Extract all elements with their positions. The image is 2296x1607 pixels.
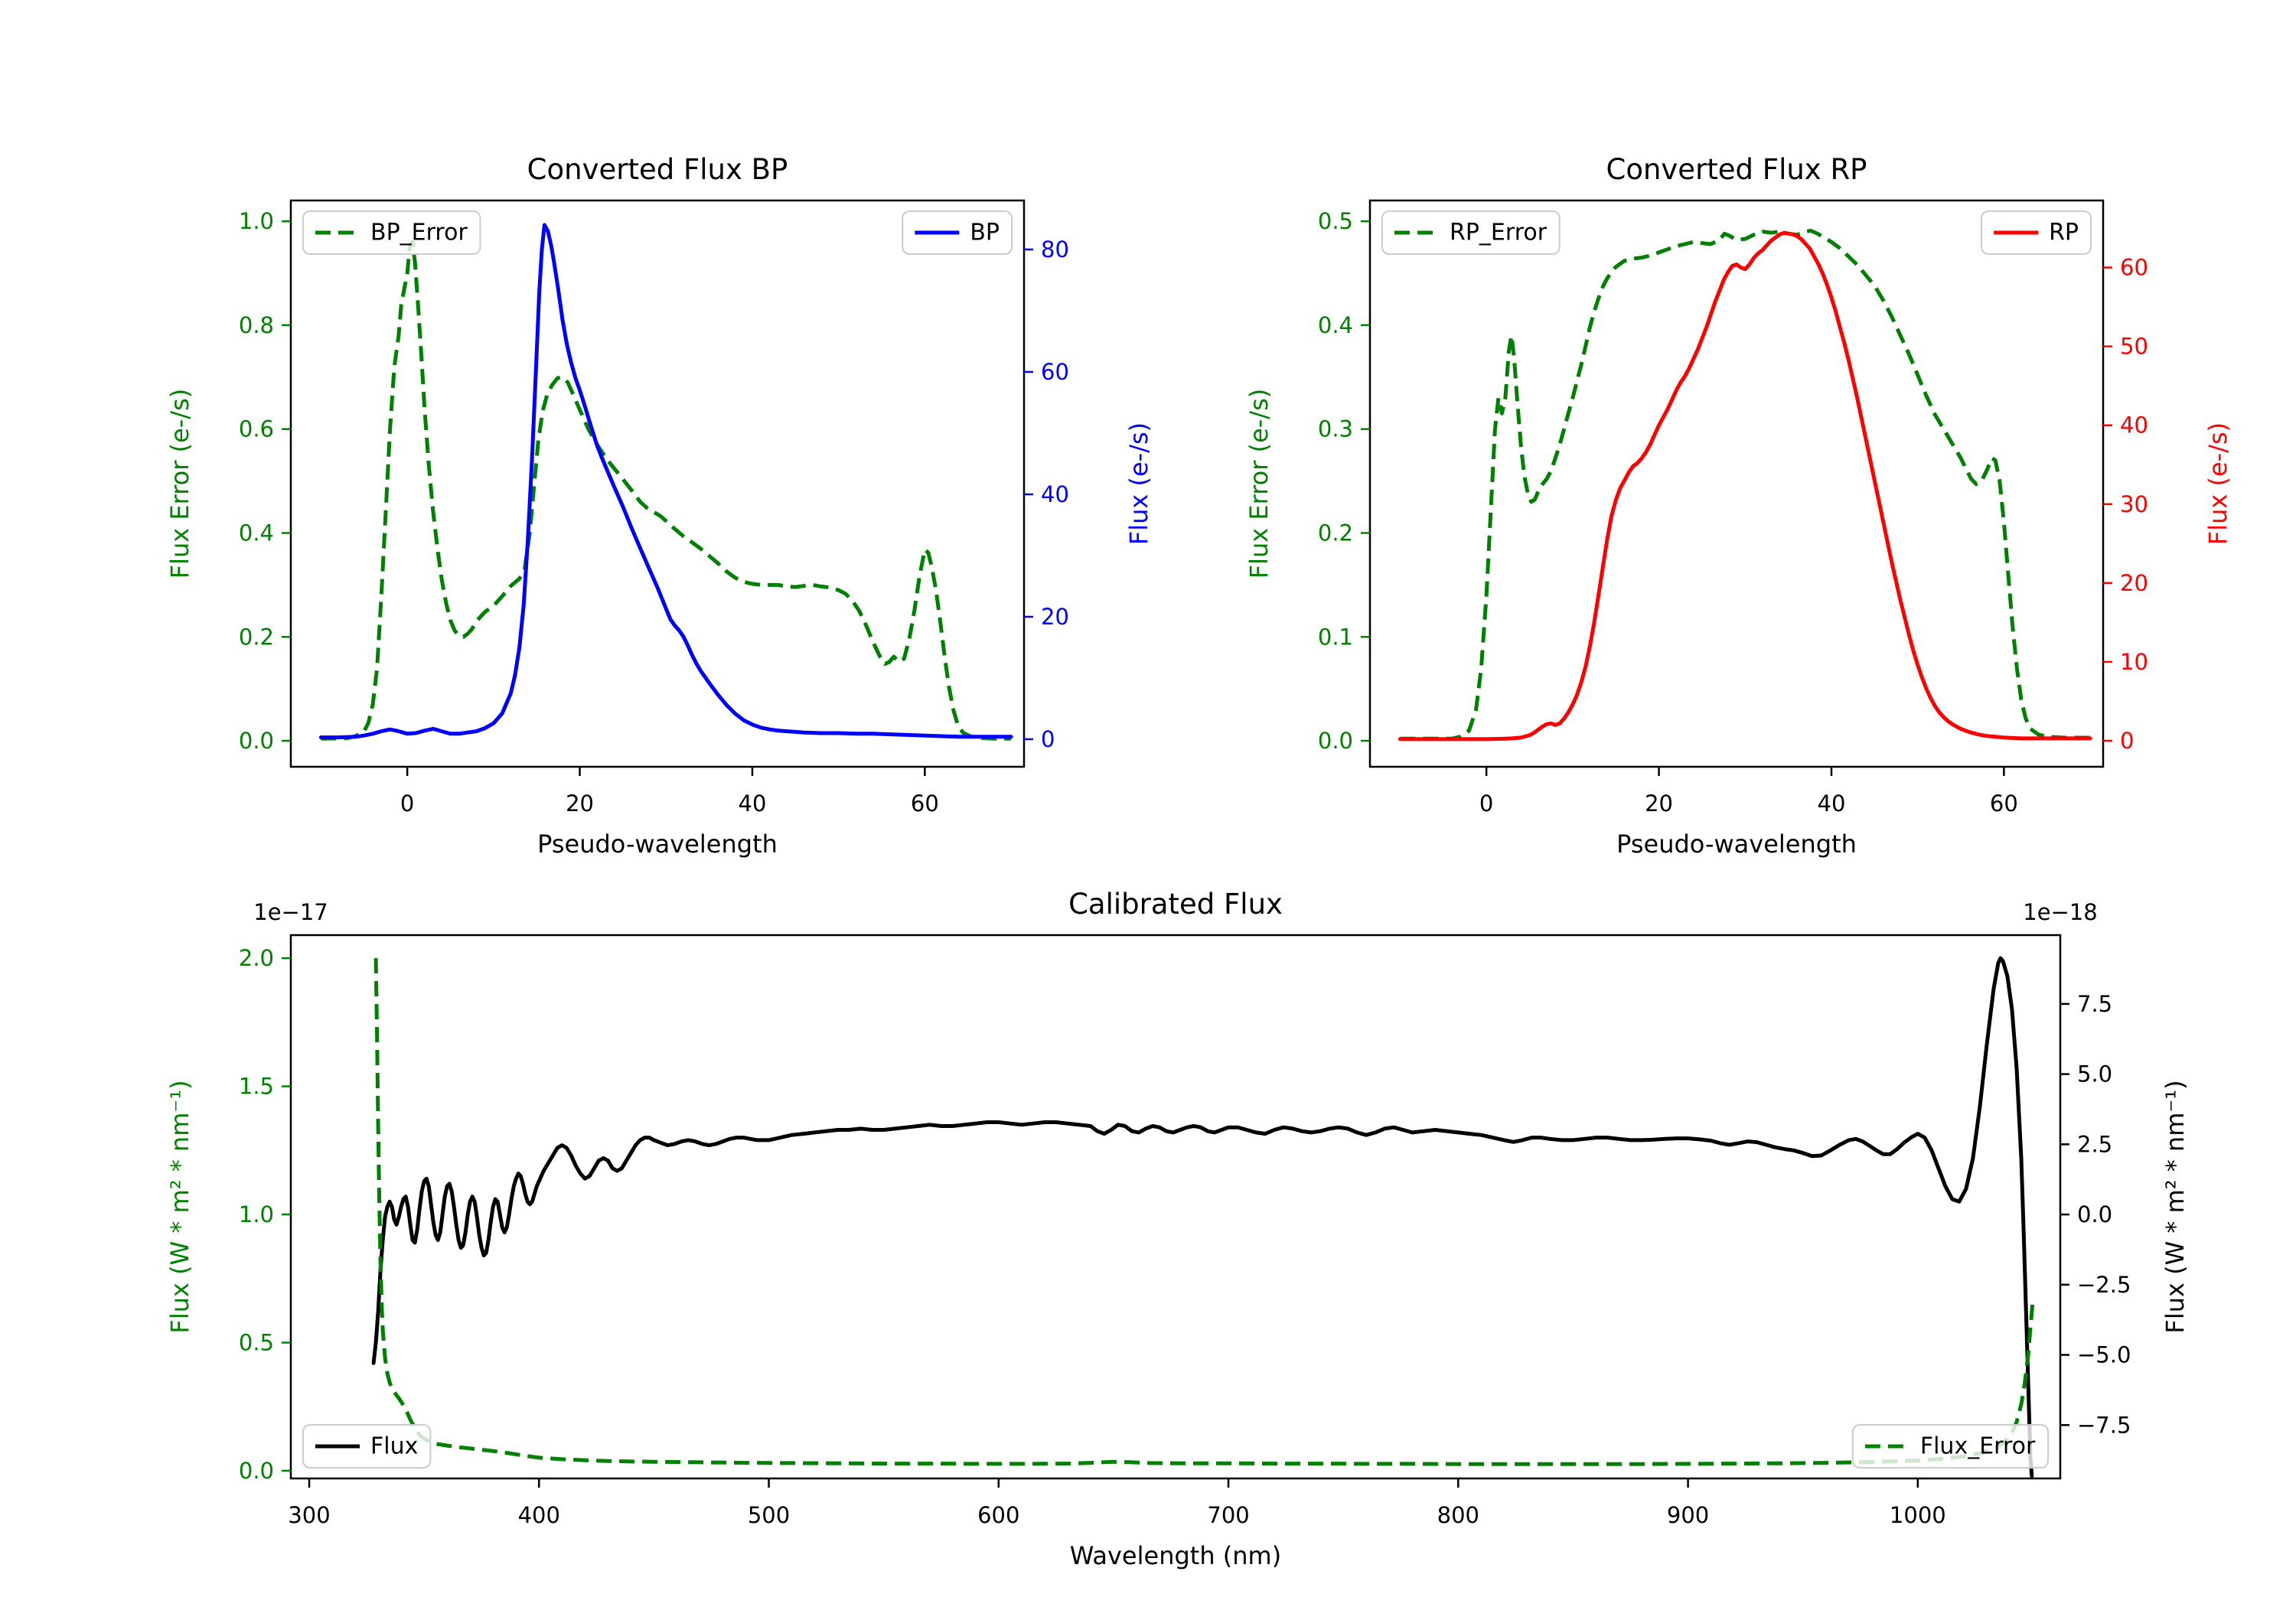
legend-RP_Error: RP_Error [1381,210,1561,255]
right-axis-label: Flux (e-/s) [1124,422,1153,545]
left-y-tick-label: 0.4 [239,520,274,546]
left-y-tick-label: 0.3 [1318,416,1353,442]
left-y-tick-label: 0.0 [239,728,274,754]
left-y-tick-label: 0.0 [1318,728,1353,754]
right-y-tick-label: 40 [2120,412,2148,438]
x-tick-label: 0 [400,790,414,817]
chart-title: Converted Flux RP [1606,153,1867,186]
right-y-tick-label: 20 [2120,570,2148,596]
x-axis-label: Pseudo-wavelength [1616,830,1857,859]
axes-spines [289,199,1026,768]
left-y-tick-label: 1.0 [239,1201,274,1227]
legend-box [302,1424,432,1468]
left-y-tick-label: 0.4 [1318,312,1353,338]
chart-title: Converted Flux BP [527,153,788,186]
right-y-tick-label: 2.5 [2077,1131,2112,1157]
chart-title: Calibrated Flux [1068,888,1283,921]
left-y-tick-label: 0.5 [239,1330,274,1356]
plot-area-converted-flux-rp [1397,228,2092,742]
left-y-tick-label: 0.0 [239,1458,274,1484]
axes-spines [289,934,2062,1480]
x-tick-label: 0 [1479,790,1493,817]
legend-label: BP [970,220,1000,246]
series-RP_Error [1400,228,2091,741]
right-y-tick-label: 0 [2120,728,2134,754]
axes-spines [1368,199,2105,768]
left-axis-label: Flux Error (e-/s) [165,389,194,579]
right-y-tick-label: 40 [1041,481,1069,507]
right-y-tick-label: 20 [1041,604,1069,630]
legend-box [1851,1424,2049,1468]
x-tick-label: 500 [748,1502,790,1528]
x-tick-label: 800 [1437,1502,1479,1528]
right-axis-label: Flux (W * m² * nm⁻¹) [2161,1080,2190,1333]
right-y-tick-label: 5.0 [2077,1061,2112,1087]
right-y-tick-label: 60 [1041,359,1069,385]
x-tick-label: 700 [1207,1502,1249,1528]
left-axis-label: Flux Error (e-/s) [1244,389,1274,579]
left-y-tick-label: 0.5 [1318,208,1353,234]
x-tick-label: 20 [1645,790,1673,817]
right-y-tick-label: 80 [1041,236,1069,262]
legend-BP: BP [902,210,1013,255]
right-y-tick-label: 50 [2120,334,2148,360]
right-offset-label: 1e−18 [2023,899,2098,925]
x-tick-label: 600 [977,1502,1019,1528]
series-RP [1397,230,2092,742]
right-y-tick-label: −2.5 [2077,1272,2131,1298]
left-y-tick-label: 1.5 [239,1074,274,1100]
x-tick-label: 40 [1818,790,1846,817]
right-y-tick-label: −7.5 [2077,1412,2131,1438]
right-y-tick-label: 0 [1041,726,1055,752]
left-y-tick-label: 0.1 [1318,624,1353,650]
plot-area-converted-flux-bp [318,223,1013,741]
left-y-tick-label: 2.0 [239,945,274,971]
left-y-tick-label: 0.6 [239,416,274,442]
legend-box [302,210,481,255]
x-axis-label: Pseudo-wavelength [537,830,778,859]
right-y-tick-label: 7.5 [2077,991,2112,1017]
right-y-tick-label: 10 [2120,649,2148,675]
x-tick-label: 300 [288,1502,330,1528]
chart-calibrated-flux: 300 400 500 600 700 800 900 1000 0.0 0.5 1.0 1.5 2.0… [165,888,2190,1570]
left-offset-label: 1e−17 [253,899,328,925]
legend-Flux_Error: Flux_Error [1851,1424,2049,1468]
legend-Flux: Flux [302,1424,432,1468]
chart-converted-flux-bp: 0 20 40 60 0.0 0.2 0.4 0.6 0.8 1.0 Flux Error (e-/… [165,153,1153,859]
legend-label: RP [2049,220,2079,246]
series-Flux [371,956,2034,1478]
x-tick-label: 60 [911,790,939,817]
legend-BP_Error: BP_Error [302,210,481,255]
legend-label: BP_Error [370,220,468,246]
left-y-tick-label: 0.2 [239,624,274,650]
right-y-tick-label: −5.0 [2077,1342,2131,1368]
x-tick-label: 40 [739,790,767,817]
x-axis-label: Wavelength (nm) [1070,1541,1281,1570]
series-Flux_Error [373,958,2035,1466]
series-BP [318,223,1013,740]
x-tick-label: 20 [566,790,594,817]
legend-label: RP_Error [1450,220,1548,246]
legend-RP: RP [1981,210,2092,255]
legend-label: Flux_Error [1920,1433,2036,1460]
chart-converted-flux-rp: 0 20 40 60 0.0 0.1 0.2 0.3 0.4 0.5 Flux Error (e-/… [1244,153,2232,859]
left-y-tick-label: 1.0 [239,208,274,234]
right-y-tick-label: 60 [2120,255,2148,281]
left-axis-label: Flux (W * m² * nm⁻¹) [165,1080,194,1333]
x-tick-label: 400 [518,1502,560,1528]
left-y-tick-label: 0.8 [239,312,274,338]
right-axis-label: Flux (e-/s) [2203,422,2232,545]
legend-box [1381,210,1561,255]
legend-label: Flux [370,1433,418,1460]
x-tick-label: 60 [1990,790,2018,817]
x-tick-label: 1000 [1890,1502,1946,1528]
right-y-tick-label: 30 [2120,491,2148,517]
plot-area-calibrated-flux [371,956,2035,1478]
right-y-tick-label: 0.0 [2077,1201,2112,1227]
x-tick-label: 900 [1667,1502,1709,1528]
series-BP_Error [321,240,1012,741]
left-y-tick-label: 0.2 [1318,520,1353,546]
